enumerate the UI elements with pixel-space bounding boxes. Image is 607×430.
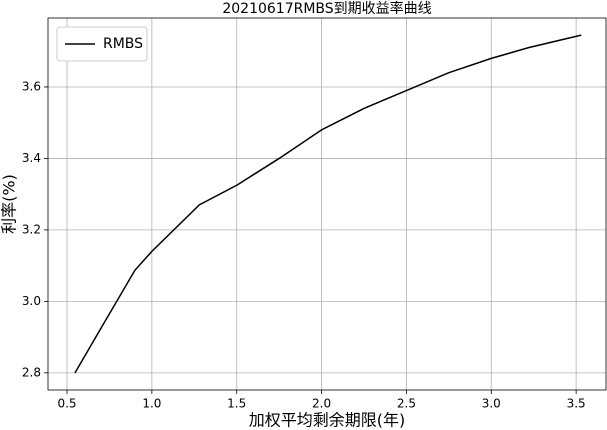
y-tick-label: 3.0 xyxy=(22,294,41,308)
y-tick-label: 2.8 xyxy=(22,365,41,379)
x-tick-label: 1.5 xyxy=(227,397,246,411)
plot-frame xyxy=(47,17,607,391)
x-tick-label: 2.5 xyxy=(397,397,416,411)
y-axis-label: 利率(%) xyxy=(0,174,19,234)
x-tick-label: 0.5 xyxy=(57,397,76,411)
x-tick-label: 3.0 xyxy=(482,397,501,411)
x-axis-label: 加权平均剩余期限(年) xyxy=(249,411,406,430)
x-tick-label: 3.5 xyxy=(567,397,586,411)
legend-label: RMBS xyxy=(103,36,143,52)
y-tick-label: 3.6 xyxy=(22,79,41,93)
y-tick-label: 3.4 xyxy=(22,151,41,165)
x-tick-label: 1.0 xyxy=(142,397,161,411)
chart-title: 20210617RMBS到期收益率曲线 xyxy=(222,0,431,17)
line-series xyxy=(74,34,582,374)
legend-box xyxy=(56,26,148,62)
y-tick-label: 3.2 xyxy=(22,222,41,236)
x-tick-label: 2.0 xyxy=(312,397,331,411)
